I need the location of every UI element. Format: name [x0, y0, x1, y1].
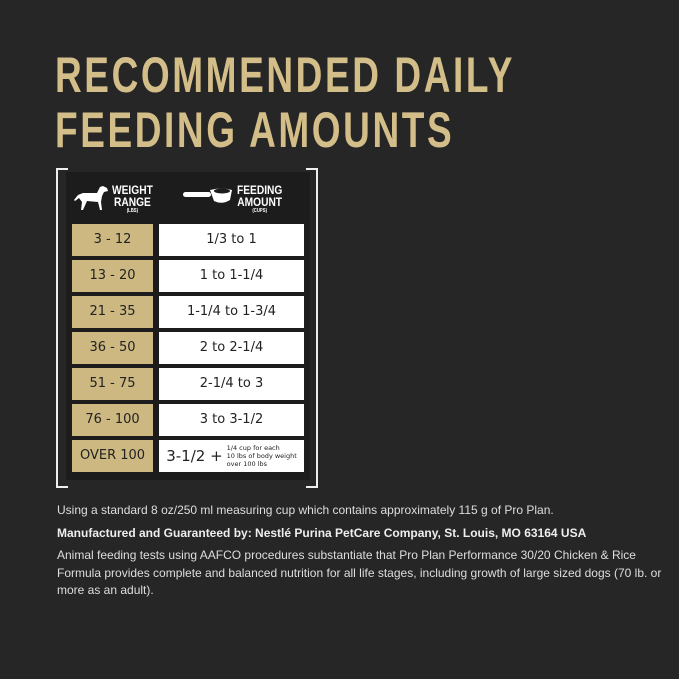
weight-cell: 51 - 75 [72, 368, 153, 400]
amount-cell: 2 to 2-1/4 [159, 332, 304, 364]
table-row: 76 - 100 3 to 3-1/2 [72, 404, 304, 436]
weight-header: WEIGHT RANGE (LBS) [112, 184, 153, 215]
note-line: 10 lbs of body weight [226, 452, 297, 460]
amount-cell: 3 to 3-1/2 [159, 404, 304, 436]
manufacturer-text: Manufactured and Guaranteed by: Nestlé P… [57, 525, 587, 540]
title-line-1: RECOMMENDED DAILY [55, 47, 515, 103]
amount-cell: 3-1/2 +1/4 cup for each 10 lbs of body we… [159, 440, 304, 472]
table-row: 3 - 12 1/3 to 1 [72, 224, 304, 256]
cup-note: Using a standard 8 oz/250 ml measuring c… [57, 503, 554, 517]
amount-cell: 1/3 to 1 [159, 224, 304, 256]
right-bracket [306, 168, 318, 488]
weight-cell: 36 - 50 [72, 332, 153, 364]
amount-cell: 2-1/4 to 3 [159, 368, 304, 400]
aafco-statement: Animal feeding tests using AAFCO procedu… [57, 548, 662, 597]
weight-cell: 76 - 100 [72, 404, 153, 436]
feeding-header-line2: AMOUNT [237, 195, 283, 209]
weight-cell: 13 - 20 [72, 260, 153, 292]
amount-cell: 1 to 1-1/4 [159, 260, 304, 292]
weight-cell: 3 - 12 [72, 224, 153, 256]
amount-value: 3-1/2 + [166, 447, 223, 465]
feeding-header-line1: FEEDING [237, 183, 283, 197]
table-row: OVER 100 3-1/2 +1/4 cup for each 10 lbs o… [72, 440, 304, 472]
feeding-unit: (CUPS) [252, 208, 267, 214]
table-row: 21 - 35 1-1/4 to 1-3/4 [72, 296, 304, 328]
amount-cell: 1-1/4 to 1-3/4 [159, 296, 304, 328]
table-row: 13 - 20 1 to 1-1/4 [72, 260, 304, 292]
table-row: 36 - 50 2 to 2-1/4 [72, 332, 304, 364]
weight-cell: OVER 100 [72, 440, 153, 472]
weight-cell: 21 - 35 [72, 296, 153, 328]
table-row: 51 - 75 2-1/4 to 3 [72, 368, 304, 400]
weight-header-line1: WEIGHT [112, 183, 153, 197]
dog-icon [74, 186, 108, 210]
note-line: 1/4 cup for each [226, 444, 280, 452]
weight-header-line2: RANGE [113, 195, 151, 209]
left-bracket [56, 168, 68, 488]
footer: Using a standard 8 oz/250 ml measuring c… [57, 502, 669, 605]
weight-unit: (LBS) [126, 208, 139, 214]
title-line-2: FEEDING AMOUNTS [55, 102, 455, 158]
note-line: over 100 lbs [226, 460, 268, 468]
amount-note: 1/4 cup for each 10 lbs of body weight ove… [227, 444, 297, 468]
feeding-header: FEEDING AMOUNT (CUPS) [237, 184, 282, 215]
measuring-cup-icon [183, 188, 232, 203]
